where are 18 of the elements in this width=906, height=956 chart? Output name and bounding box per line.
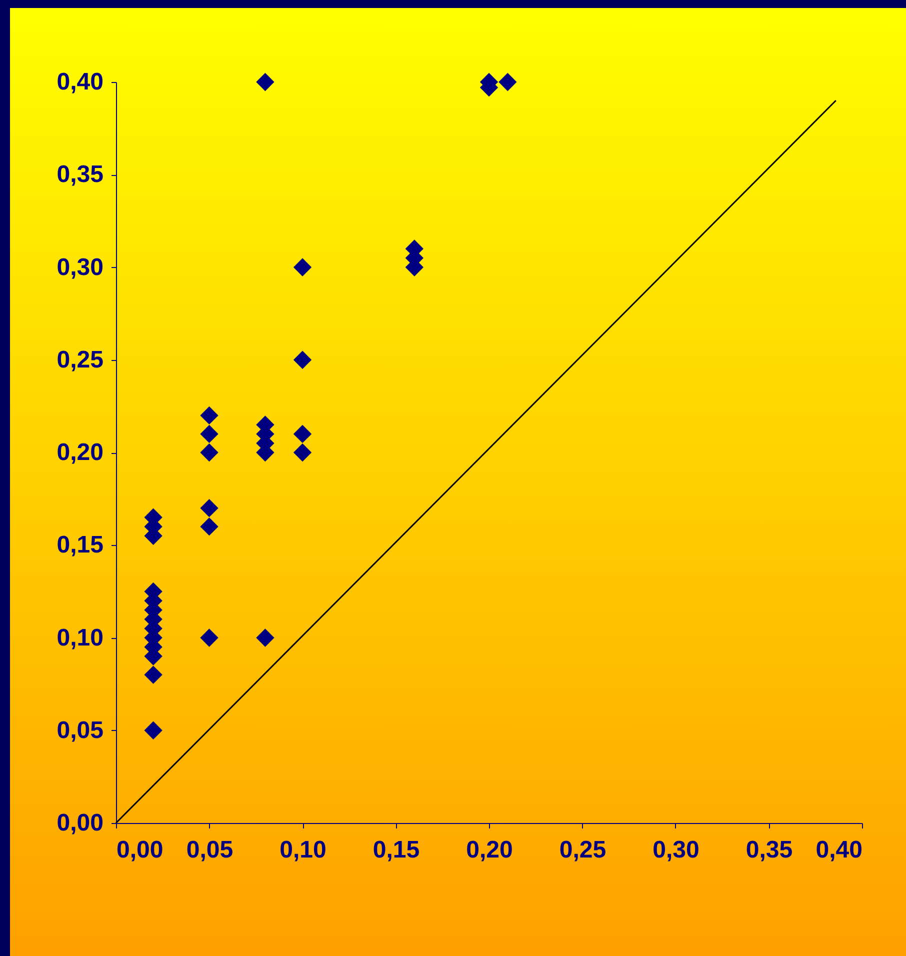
y-tick-label: 0,35 bbox=[56, 161, 104, 188]
y-tick-label: 0,10 bbox=[56, 624, 104, 652]
x-tick-label: 0,40 bbox=[816, 836, 862, 864]
y-tick-label: 0,30 bbox=[56, 254, 104, 281]
y-tick-label: 0,00 bbox=[56, 810, 104, 836]
x-tick-label: 0,20 bbox=[466, 836, 513, 864]
y-tick-label: 0,40 bbox=[56, 68, 104, 96]
x-tick-label: 0,10 bbox=[280, 836, 326, 864]
x-tick-label: 0,30 bbox=[652, 836, 700, 864]
x-tick-label: 0,00 bbox=[116, 836, 164, 864]
x-tick-label: 0,05 bbox=[186, 836, 234, 864]
y-tick-label: 0,05 bbox=[56, 716, 104, 744]
x-tick-label: 0,35 bbox=[746, 836, 793, 864]
x-tick-label: 0,25 bbox=[559, 836, 606, 864]
y-tick-label: 0,20 bbox=[56, 439, 104, 466]
y-tick-label: 0,25 bbox=[56, 346, 104, 374]
y-tick-label: 0,15 bbox=[56, 532, 104, 559]
x-tick-label: 0,15 bbox=[372, 836, 420, 864]
